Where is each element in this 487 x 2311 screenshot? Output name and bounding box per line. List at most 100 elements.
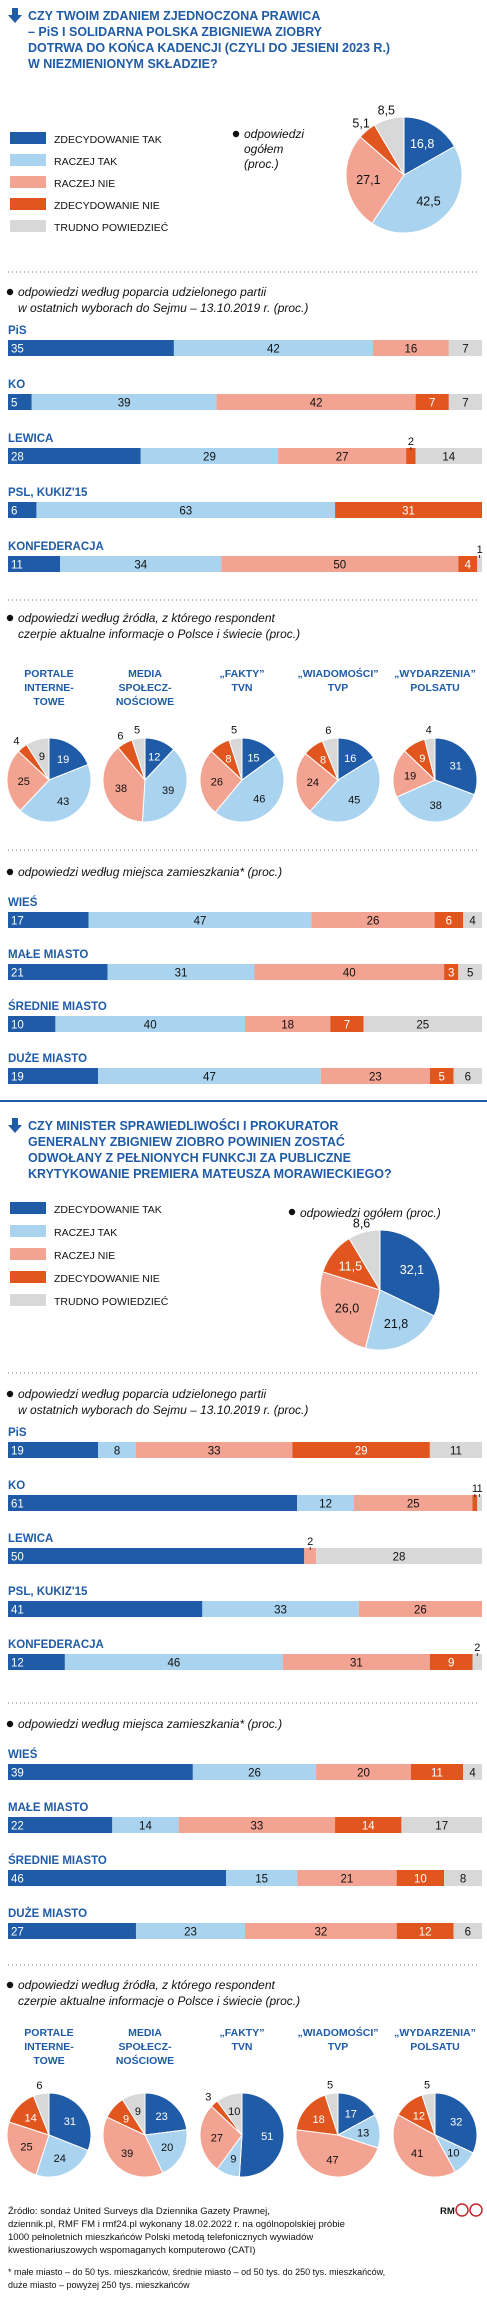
slice-label: 23: [156, 2111, 168, 2123]
section-heading: odpowiedzi według miejsca zamieszkania* …: [18, 1717, 282, 1731]
bar-value: 42: [267, 344, 280, 356]
source-title: „FAKTY”: [220, 2027, 265, 2039]
bar-segment: [8, 1442, 99, 1458]
bar-segment: [140, 448, 279, 464]
bar-value: 39: [11, 1768, 24, 1780]
source-title: MEDIA: [128, 668, 162, 680]
bar-value: 8: [114, 1446, 120, 1458]
legend-label: RACZEJ TAK: [54, 1227, 117, 1239]
pie-slice: [345, 136, 405, 225]
bar-value: 32: [314, 1927, 327, 1939]
bar-value: 16: [405, 344, 418, 356]
bar-value: 25: [407, 1499, 420, 1511]
bar-segment: [463, 1764, 482, 1780]
bar-value: 17: [435, 1821, 448, 1833]
slice-label: 9: [39, 751, 45, 763]
bar-segment: [429, 1068, 454, 1084]
bar-row: [8, 1068, 482, 1084]
arrow-down-icon: [8, 1118, 22, 1133]
bar-value: 6: [465, 1072, 471, 1084]
source-title: „WYDARZENIA”: [394, 668, 476, 680]
source-title: NOŚCIOWE: [116, 2054, 174, 2067]
slice-label: 12: [148, 752, 160, 764]
bar-value: 22: [11, 1821, 24, 1833]
bar-value: 23: [369, 1072, 382, 1084]
legend-label: ZDECYDOWANIE NIE: [54, 1273, 160, 1285]
bar-value: 4: [465, 560, 472, 572]
legend-swatch: [10, 1271, 46, 1283]
bar-value: 5: [11, 398, 17, 410]
legend-swatch: [10, 1294, 46, 1306]
bar-segment: [8, 1068, 99, 1084]
bar-value: 28: [11, 452, 24, 464]
bar-value: 15: [255, 1874, 268, 1886]
pie-source: [102, 737, 188, 823]
bar-value: 46: [11, 1874, 24, 1886]
bar-segment: [335, 502, 482, 518]
bar-segment: [363, 1016, 482, 1032]
slice-label: 41: [411, 2148, 423, 2160]
bar-segment: [173, 340, 373, 356]
bar-value: 23: [184, 1927, 197, 1939]
bar-segment: [8, 1495, 298, 1511]
slice-label: 11,5: [339, 1260, 362, 1274]
bar-value: 31: [350, 1658, 363, 1670]
bar-segment: [463, 912, 482, 928]
section-heading: odpowiedzi według źródła, z którego resp…: [18, 1978, 275, 1992]
bar-segment: [415, 448, 482, 464]
question-title: ODWOŁANY Z PEŁNIONYCH FUNKCJI ZA PUBLICZ…: [28, 1151, 351, 1165]
legend-label: ZDECYDOWANIE NIE: [54, 200, 160, 212]
overall-label: odpowiedzi ogółem (proc.): [300, 1206, 441, 1220]
bar-category-label: DUŻE MIASTO: [8, 1052, 87, 1065]
bar-segment: [472, 1495, 478, 1511]
legend-label: ZDECYDOWANIE TAK: [54, 1204, 162, 1216]
bar-category-label: KONFEDERACJA: [8, 1639, 104, 1651]
bullet-icon: [6, 868, 14, 876]
bar-value: 11: [450, 1446, 462, 1458]
source-note: Źródło: sondaż United Surveys dla Dzienn…: [8, 2206, 270, 2217]
pie-slice: [102, 746, 146, 823]
pie-slice: [238, 2092, 285, 2178]
bullet-icon: [288, 1208, 296, 1216]
overall-label: odpowiedzi: [244, 127, 304, 141]
bar-category-label: KONFEDERACJA: [8, 541, 104, 553]
slice-label: 25: [18, 776, 30, 788]
bar-row: [8, 1601, 482, 1617]
pie-slice: [321, 737, 339, 781]
bar-value: 2: [474, 1642, 480, 1654]
bar-value: 29: [355, 1446, 368, 1458]
slice-label: 8: [225, 754, 231, 766]
pie-slice: [324, 2092, 339, 2136]
bar-segment: [60, 556, 222, 572]
source-title: TVP: [328, 2041, 348, 2053]
slice-label: 45: [348, 794, 360, 806]
bar-value: 19: [11, 1446, 24, 1458]
bar-value: 8: [460, 1874, 466, 1886]
legend-label: ZDECYDOWANIE TAK: [54, 134, 162, 146]
bar-value: 18: [281, 1020, 294, 1032]
bar-segment: [282, 1654, 430, 1670]
bar-category-label: WIEŚ: [8, 896, 38, 909]
source-title: MEDIA: [128, 2027, 162, 2039]
bar-value: 47: [194, 916, 207, 928]
pie-slice: [141, 748, 188, 823]
bar-segment: [448, 340, 482, 356]
bar-segment: [178, 1817, 336, 1833]
source-title: POLSATU: [410, 2041, 459, 2053]
bar-row: [8, 1870, 482, 1886]
bar-segment: [453, 1923, 482, 1939]
bar-category-label: PiS: [8, 1427, 27, 1439]
bar-value: 1: [477, 544, 483, 556]
slice-label: 15: [247, 753, 259, 765]
bar-value: 14: [139, 1821, 152, 1833]
slice-label: 16: [344, 753, 356, 765]
bar-value: 50: [11, 1552, 24, 1564]
bar-value: 27: [336, 452, 349, 464]
pie-source: [102, 2092, 188, 2178]
question-title: DOTRWA DO KOŃCA KADENCJI (CZYLI DO JESIE…: [28, 40, 390, 55]
section-heading: w ostatnich wyborach do Sejmu – 13.10.20…: [18, 301, 308, 315]
bar-category-label: ŚREDNIE MIASTO: [8, 1000, 107, 1013]
bar-value: 46: [168, 1658, 181, 1670]
source-title: INTERNE-: [24, 2041, 74, 2053]
bar-row: [8, 1653, 482, 1670]
